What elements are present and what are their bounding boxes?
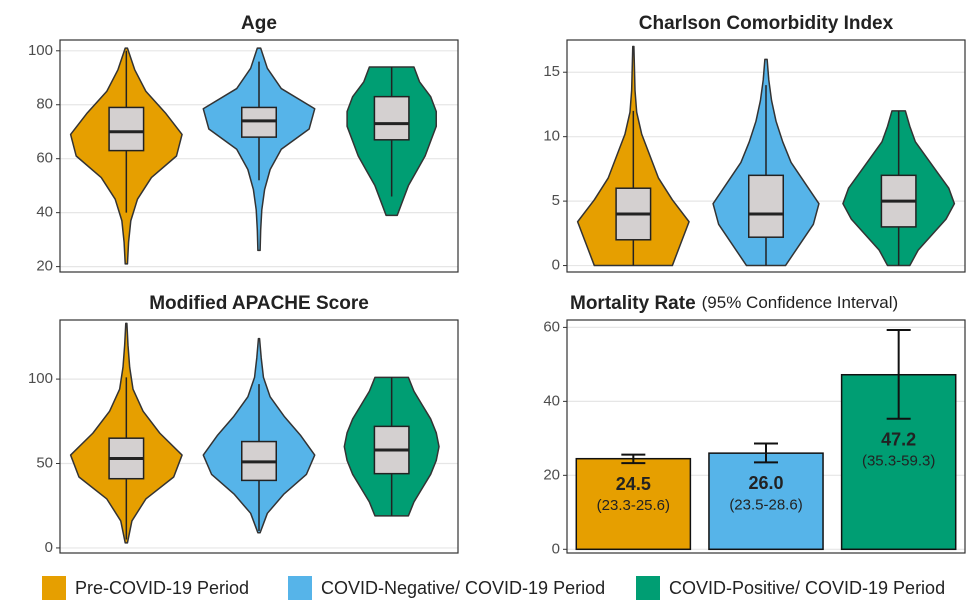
y-tick-label: 40	[543, 392, 560, 409]
y-tick-label: 15	[543, 63, 560, 80]
chart-title: Charlson Comorbidity Index	[639, 13, 894, 34]
bar	[575, 457, 692, 551]
legend-label: Pre-COVID-19 Period	[75, 578, 249, 598]
value-label: 26.0	[748, 473, 783, 493]
y-tick-label: 0	[552, 540, 560, 557]
y-tick-label: 100	[28, 370, 53, 387]
ci-label: (35.3-59.3)	[862, 453, 935, 470]
panel-border	[59, 319, 459, 554]
value-label: 24.5	[616, 474, 651, 494]
value-label: 47.2	[881, 429, 916, 449]
y-tick-label: 80	[36, 96, 53, 113]
y-tick-label: 0	[45, 539, 53, 556]
y-tick-label: 60	[36, 150, 53, 167]
panel-border	[566, 39, 966, 273]
y-tick-label: 10	[543, 128, 560, 145]
y-tick-label: 100	[28, 42, 53, 59]
y-tick-label: 60	[543, 318, 560, 335]
chart-title: Age	[241, 13, 277, 34]
box	[108, 106, 145, 152]
chart-title: Mortality Rate (95% Confidence Interval)	[570, 293, 898, 314]
ci-label: (23.3-25.6)	[597, 497, 670, 514]
bar	[708, 452, 824, 551]
chart-title: Modified APACHE Score	[149, 293, 369, 314]
y-tick-label: 20	[543, 466, 560, 483]
y-tick-label: 20	[36, 258, 53, 275]
legend-swatch	[636, 576, 660, 600]
title-main: Mortality Rate	[570, 293, 696, 314]
y-tick-label: 40	[36, 204, 53, 221]
y-tick-label: 0	[552, 257, 560, 274]
legend-swatch	[288, 576, 312, 600]
panel-border	[566, 319, 966, 554]
box	[373, 95, 410, 141]
subtitle: (95% Confidence Interval)	[702, 293, 899, 312]
y-tick-label: 50	[36, 454, 53, 471]
panel-border	[59, 39, 459, 273]
y-tick-label: 5	[552, 192, 560, 209]
ci-label: (23.5-28.6)	[729, 496, 802, 513]
box	[748, 174, 784, 238]
legend-swatch	[42, 576, 66, 600]
legend-label: COVID-Negative/ COVID-19 Period	[321, 578, 605, 598]
legend-label: COVID-Positive/ COVID-19 Period	[669, 578, 945, 598]
